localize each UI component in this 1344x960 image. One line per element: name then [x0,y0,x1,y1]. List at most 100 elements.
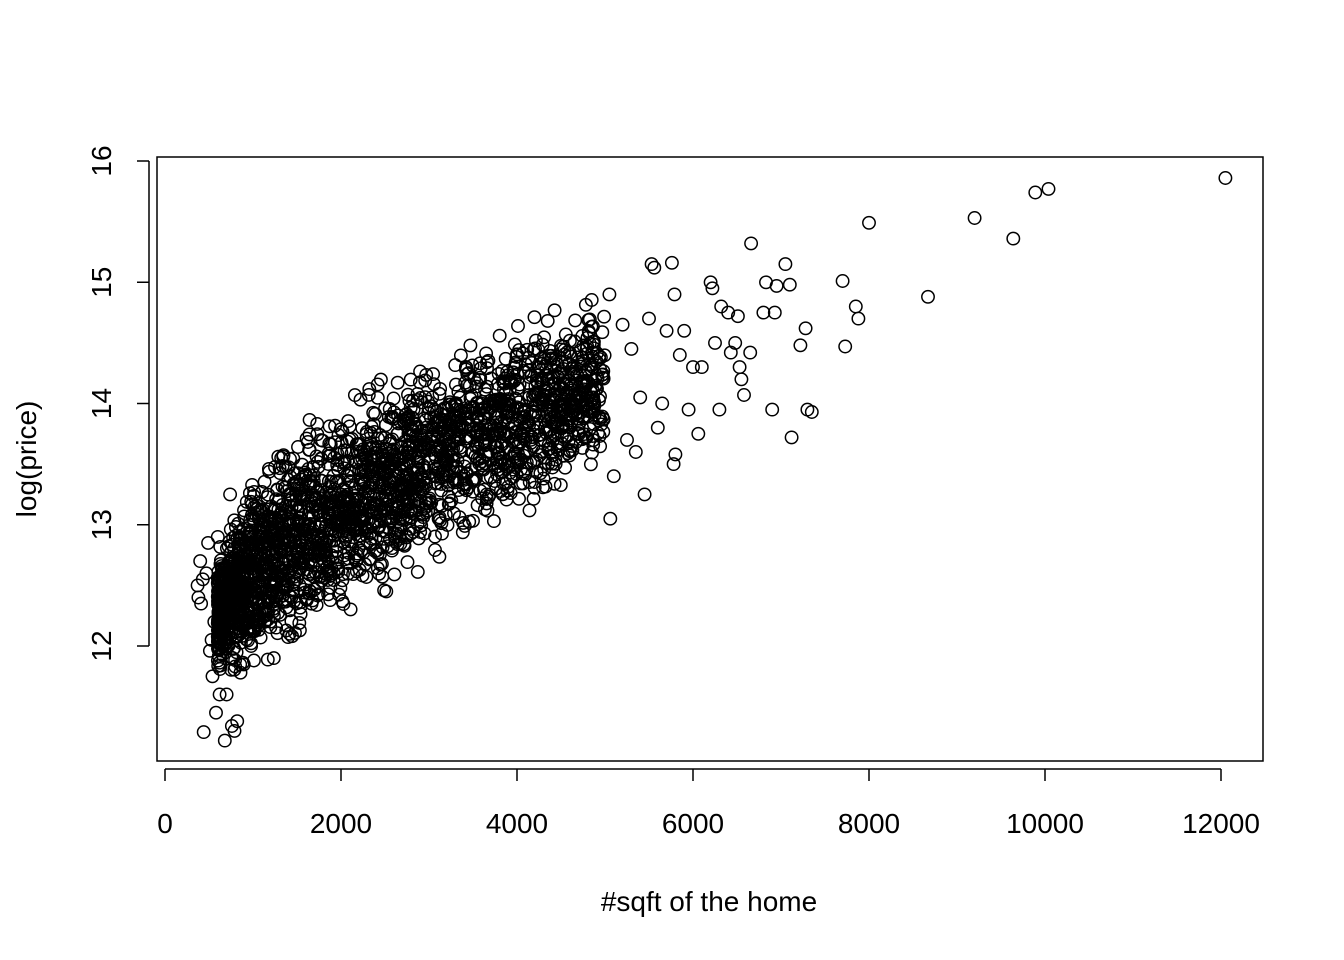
data-point [553,478,568,493]
data-point [258,585,273,600]
data-point [292,623,307,638]
data-point [730,309,745,324]
data-point [694,360,709,375]
data-point [311,535,326,550]
data-point [541,371,556,386]
data-point [395,439,409,454]
x-tick-label: 2000 [310,808,372,839]
data-point [349,553,364,568]
data-point [260,546,275,560]
data-point [495,436,510,451]
data-point [473,361,488,376]
data-point [346,511,361,526]
data-point [400,410,414,425]
data-point [514,452,529,467]
data-point [473,426,488,441]
data-point [382,401,397,416]
data-point [560,429,575,444]
data-point [249,498,264,513]
data-point [737,388,751,402]
x-tick-label: 4000 [486,808,548,839]
data-point [396,510,411,525]
data-point [227,555,242,569]
data-point [285,523,300,538]
data-point [256,571,271,585]
data-point [483,470,498,485]
data-point [228,568,243,582]
data-point [230,531,245,545]
data-point [580,339,595,354]
data-point [309,502,324,516]
data-point [228,520,243,534]
data-point [568,313,583,328]
data-point [510,412,525,427]
data-point [515,346,530,361]
data-point [281,563,296,578]
data-point [370,390,385,405]
data-point [346,567,361,582]
y-axis: 12 13 14 15 16 [86,145,150,662]
data-point [414,468,429,483]
data-point [507,360,522,375]
data-point [302,521,317,536]
data-point [615,317,630,332]
data-point [383,498,398,513]
data-point [595,325,610,340]
data-point [246,489,261,503]
data-point [581,375,596,390]
x-tick-label: 0 [157,808,173,839]
data-point [528,341,542,356]
data-point [543,403,558,418]
data-point [492,328,507,343]
data-point [294,483,309,497]
data-point [440,474,455,489]
data-point [270,483,285,498]
data-point [582,404,597,419]
data-point [393,536,408,551]
data-point [578,297,593,312]
data-point [308,549,323,564]
data-point [325,486,340,501]
data-point [793,338,808,353]
data-point [215,639,230,653]
data-point [266,601,281,616]
data-point [321,506,335,521]
data-point [405,489,420,504]
data-point [507,447,522,461]
data-point [229,581,244,596]
data-point [324,548,339,563]
data-point [414,437,429,452]
data-point [250,548,265,563]
data-point [248,582,263,597]
data-point [368,441,383,456]
data-point [224,662,239,677]
data-point [271,493,286,508]
data-point [525,403,540,418]
data-point [219,687,234,702]
data-point [567,334,582,349]
data-point [804,405,819,419]
data-point [310,454,325,469]
data-point [361,486,376,501]
data-point [292,481,307,496]
data-point [227,588,242,603]
y-tick-label: 13 [86,509,117,540]
data-point [221,602,236,617]
data-point [476,461,490,476]
data-point [367,469,382,484]
data-point [479,496,494,511]
data-point [544,351,559,366]
data-point [403,372,418,387]
data-point [691,426,706,441]
data-point [356,458,370,472]
data-point [531,428,546,443]
data-point [205,669,220,684]
data-point [434,407,449,421]
data-point [387,567,402,582]
data-point [328,518,343,533]
data-point [553,342,568,357]
data-point [410,564,425,579]
data-point [345,491,359,506]
data-point [520,342,535,357]
